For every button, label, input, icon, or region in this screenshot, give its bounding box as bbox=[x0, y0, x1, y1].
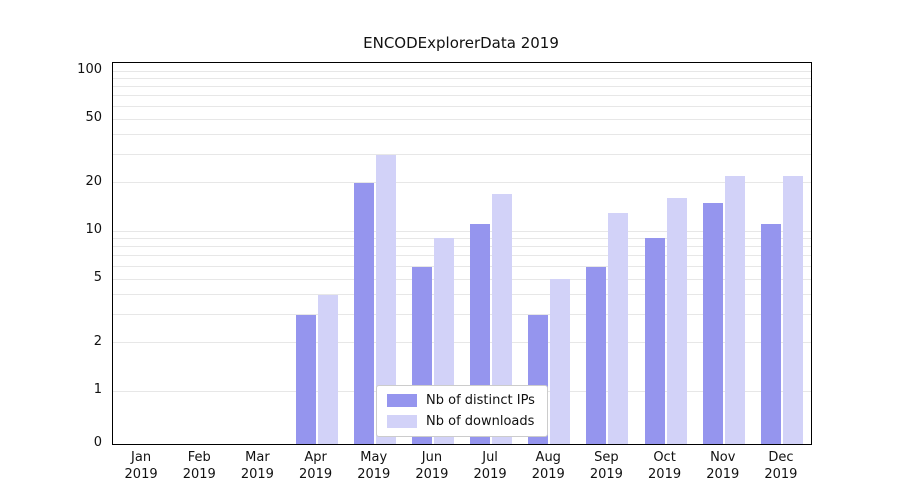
gridline bbox=[113, 106, 811, 107]
bar-distinct-ips bbox=[586, 266, 607, 444]
bar-downloads bbox=[492, 194, 513, 444]
bar-downloads bbox=[724, 176, 745, 444]
y-tick-label: 2 bbox=[93, 333, 102, 349]
gridline bbox=[113, 314, 811, 316]
bar-distinct-ips bbox=[644, 238, 665, 444]
y-tick-label: 1 bbox=[93, 382, 102, 397]
y-tick-label: 20 bbox=[85, 173, 102, 189]
gridline bbox=[113, 255, 811, 257]
bar-distinct-ips bbox=[295, 314, 316, 444]
legend-row-downloads: Nb of downloads bbox=[387, 414, 535, 429]
x-tick-label: Jun 2019 bbox=[415, 450, 449, 482]
legend-swatch-downloads bbox=[387, 415, 417, 428]
gridline bbox=[113, 134, 811, 136]
x-tick-label: May 2019 bbox=[357, 450, 391, 482]
y-tick-label: 50 bbox=[85, 110, 102, 126]
legend-label-downloads: Nb of downloads bbox=[426, 414, 535, 429]
x-tick-label: Jul 2019 bbox=[473, 450, 507, 482]
bar-downloads bbox=[666, 198, 687, 444]
legend-swatch-distinct-ips bbox=[387, 394, 417, 407]
gridline bbox=[113, 154, 811, 156]
x-tick-label: Apr 2019 bbox=[299, 450, 333, 482]
bar-downloads bbox=[782, 176, 803, 444]
chart-title: ENCODExplorerData 2019 bbox=[363, 34, 559, 52]
plot-area: Nb of distinct IPs Nb of downloads bbox=[112, 62, 812, 445]
y-tick-label: 100 bbox=[77, 62, 102, 77]
gridline bbox=[113, 86, 811, 88]
y-tick-label: 0 bbox=[93, 435, 102, 450]
gridline bbox=[113, 246, 811, 248]
y-tick-label: 10 bbox=[85, 222, 102, 237]
gridline bbox=[113, 230, 811, 232]
gridline bbox=[113, 95, 811, 97]
gridline bbox=[113, 70, 811, 72]
x-tick-label: Mar 2019 bbox=[240, 450, 274, 482]
bar-downloads bbox=[550, 279, 571, 444]
x-tick-label: Aug 2019 bbox=[531, 450, 565, 482]
gridline bbox=[113, 266, 811, 267]
y-tick-label: 5 bbox=[93, 270, 102, 286]
x-tick-label: Dec 2019 bbox=[764, 450, 798, 482]
gridline bbox=[113, 342, 811, 344]
gridline bbox=[113, 294, 811, 296]
x-tick-label: Feb 2019 bbox=[182, 450, 216, 482]
bar-downloads bbox=[375, 154, 396, 444]
x-tick-label: Sep 2019 bbox=[589, 450, 623, 482]
bar-distinct-ips bbox=[353, 182, 374, 444]
x-tick-label: Jan 2019 bbox=[124, 450, 158, 482]
gridline bbox=[113, 182, 811, 184]
legend-label-distinct-ips: Nb of distinct IPs bbox=[426, 393, 535, 408]
legend-row-distinct-ips: Nb of distinct IPs bbox=[387, 393, 535, 408]
legend: Nb of distinct IPs Nb of downloads bbox=[376, 385, 548, 437]
x-tick-label: Oct 2019 bbox=[648, 450, 682, 482]
gridline bbox=[113, 77, 811, 79]
bar-distinct-ips bbox=[702, 202, 723, 444]
bar-downloads bbox=[608, 212, 629, 444]
bar-distinct-ips bbox=[760, 224, 781, 444]
bar-downloads bbox=[317, 294, 338, 444]
gridline bbox=[113, 118, 811, 120]
gridline bbox=[113, 278, 811, 280]
x-tick-label: Nov 2019 bbox=[706, 450, 740, 482]
gridline bbox=[113, 237, 811, 239]
